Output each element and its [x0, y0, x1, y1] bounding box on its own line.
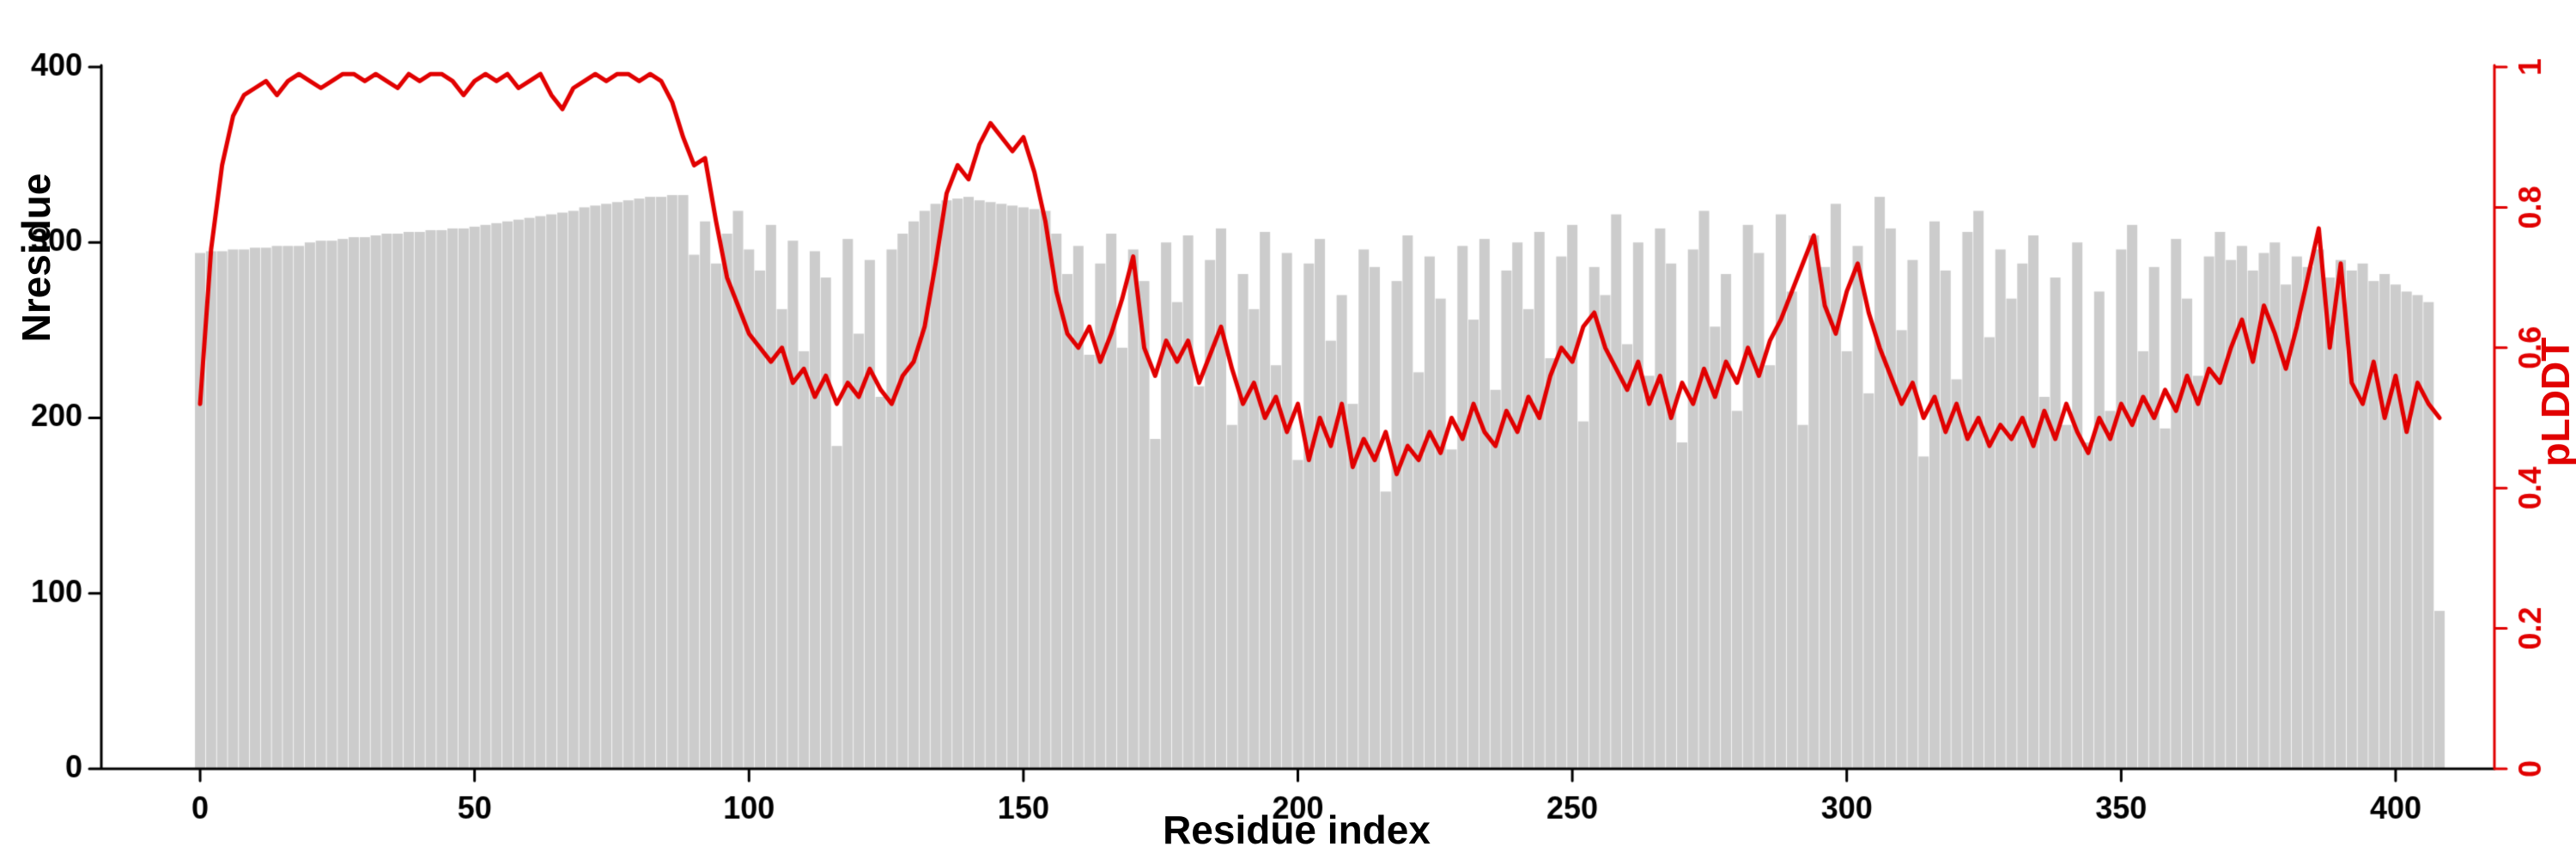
right-axis-title: pLDDT	[2533, 337, 2576, 467]
left-axis-title: Nresidue	[14, 173, 58, 343]
x-axis-title: Residue index	[1163, 807, 1431, 852]
